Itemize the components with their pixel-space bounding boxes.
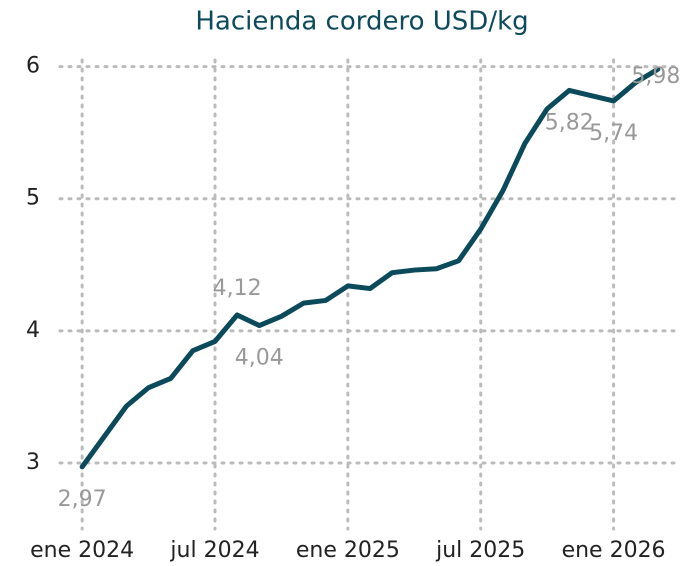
chart-title: Hacienda cordero USD/kg	[195, 7, 528, 37]
line	[79, 66, 661, 470]
y-tick-label: 6	[26, 54, 40, 79]
value-label: 4,12	[213, 276, 262, 301]
y-tick-label: 5	[26, 186, 40, 211]
x-tick-label: ene 2026	[562, 538, 666, 563]
value-label: 5,82	[545, 110, 594, 135]
value-label: 5,98	[631, 64, 680, 89]
value-label: 5,74	[589, 121, 638, 146]
x-tick-label: jul 2024	[169, 538, 259, 563]
y-tick-label: 3	[26, 450, 40, 475]
x-tick-label: ene 2025	[296, 538, 400, 563]
value-label: 4,04	[235, 346, 284, 371]
x-tick-label: ene 2024	[30, 538, 134, 563]
x-tick-label: jul 2025	[435, 538, 525, 563]
value-label: 2,97	[58, 487, 107, 512]
y-tick-label: 4	[26, 318, 40, 343]
